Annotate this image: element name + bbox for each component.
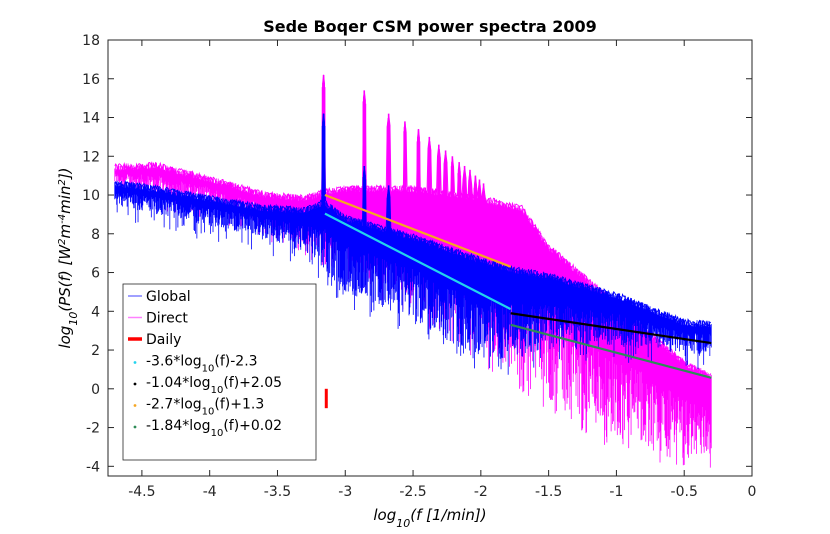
x-axis-label: log10(f [1/min])	[373, 506, 486, 530]
y-tick-label: 12	[82, 149, 100, 165]
y-tick-label: 6	[91, 266, 100, 282]
x-tick-label: 0	[748, 484, 757, 500]
x-tick-label: -0.5	[671, 484, 698, 500]
series-global-envelope	[114, 113, 712, 328]
legend-label: -1.04*log10(f)+2.05	[146, 375, 282, 396]
fit-line-3	[324, 193, 512, 268]
y-tick-label: 4	[91, 304, 100, 320]
plot-area	[114, 74, 712, 468]
x-tick-label: -1	[609, 484, 623, 500]
y-tick-label: -2	[86, 421, 100, 437]
x-tick-label: -4.5	[128, 484, 155, 500]
y-tick-label: 14	[82, 111, 100, 127]
fit-line-4	[510, 323, 712, 379]
x-tick-label: -2	[474, 484, 488, 500]
y-tick-label: 8	[91, 227, 100, 243]
legend-label: Direct	[146, 311, 188, 327]
legend-label: -2.7*log10(f)+1.3	[146, 397, 264, 418]
legend-swatch	[133, 404, 137, 407]
legend-label: -3.6*log10(f)-2.3	[146, 354, 258, 375]
x-tick-label: -3.5	[264, 484, 291, 500]
y-tick-label: 16	[82, 72, 100, 88]
x-tick-label: -3	[338, 484, 352, 500]
chart-title: Sede Boqer CSM power spectra 2009	[263, 17, 597, 36]
legend-swatch	[133, 425, 137, 429]
y-axis: -4 -2 0 2 4 6 8 10 12 14 16 18	[82, 33, 752, 475]
legend: Global Direct Daily -3.6*log10(f)-2.3-1.04*…	[122, 283, 317, 461]
x-axis: -4.5 -4 -3.5 -3 -2.5 -2 -1.5 -1 -0.5 0	[128, 40, 756, 500]
fit-line-2	[510, 312, 712, 345]
y-tick-label: 0	[91, 382, 100, 398]
y-tick-label: 10	[82, 188, 100, 204]
series-global-trace	[114, 113, 712, 375]
fit-line-1	[324, 212, 512, 311]
legend-swatch	[133, 361, 137, 364]
legend-label: -1.84*log10(f)+0.02	[146, 418, 282, 439]
x-tick-label: -1.5	[535, 484, 562, 500]
axes-box	[107, 39, 753, 477]
y-tick-label: -4	[86, 459, 100, 475]
legend-label: Daily	[146, 332, 181, 348]
legend-swatch	[133, 382, 137, 386]
x-tick-label: -4	[203, 484, 217, 500]
legend-label: Global	[146, 289, 191, 305]
y-tick-label: 2	[91, 343, 100, 359]
x-tick-label: -2.5	[399, 484, 426, 500]
y-tick-label: 18	[82, 33, 100, 49]
legend-box	[122, 283, 317, 461]
y-axis-label: log10(PS(f) [W2m-4min2])	[56, 167, 80, 348]
